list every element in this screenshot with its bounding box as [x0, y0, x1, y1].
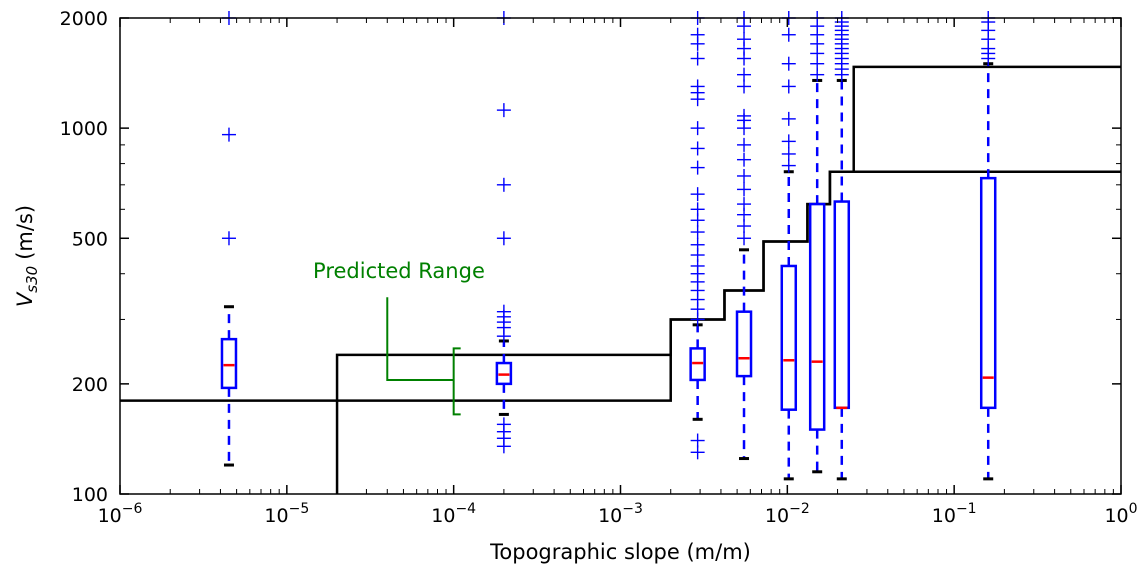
predicted-range-leader: [386, 297, 454, 381]
flier-point: [737, 182, 752, 197]
flier-point: [496, 231, 511, 246]
step-lines: [120, 65, 1121, 494]
y-axis-label-unit: (m/s): [13, 205, 37, 260]
y-tick-label: 1000: [60, 118, 108, 140]
flier-point: [737, 168, 752, 183]
flier-point: [737, 231, 752, 246]
box-6: [808, 11, 826, 474]
box-8: [979, 11, 997, 481]
box-3: [689, 11, 706, 460]
y-tick-label: 100: [72, 484, 108, 506]
y-axis-label-subscript: s30: [23, 266, 41, 293]
flier-point: [690, 27, 705, 42]
flier-point: [781, 79, 796, 94]
box-iqr: [220, 337, 238, 390]
flier-point: [496, 304, 511, 319]
x-tick-label: 10−4: [431, 501, 476, 527]
y-axis-label: Vs30 (m/s): [13, 205, 41, 307]
flier-point: [781, 134, 796, 149]
x-tick-label: 10−5: [264, 501, 309, 527]
flier-point: [496, 177, 511, 192]
x-tick-label: 10−1: [932, 501, 977, 527]
flier-point: [781, 111, 796, 126]
flier-point: [690, 202, 705, 217]
x-tick-label: 100: [1104, 501, 1137, 527]
y-axis-label-symbol: V: [13, 291, 37, 307]
flier-point: [690, 237, 705, 252]
box-iqr: [808, 202, 826, 431]
axes-layer: 10−6 10−5 10−4 10−3 10−2 10−1 100 100 200 500 1000…: [60, 8, 1138, 527]
box-2: [495, 11, 513, 454]
flier-point: [737, 108, 752, 123]
box-iqr: [780, 264, 798, 411]
y-tick-label: 500: [72, 228, 108, 250]
y-tick-label: 200: [72, 374, 108, 396]
flier-point: [496, 103, 511, 118]
flier-point: [737, 152, 752, 167]
flier-point: [690, 445, 705, 460]
flier-point: [690, 187, 705, 202]
flier-point: [737, 197, 752, 212]
x-tick-label: 10−6: [98, 501, 143, 527]
x-tick-label: 10−2: [765, 501, 810, 527]
flier-point: [690, 433, 705, 448]
predicted-range-label: Predicted Range: [313, 259, 485, 283]
plot-frame: [119, 17, 1122, 495]
flier-point: [737, 32, 752, 47]
x-axis-label: Topographic slope (m/m): [489, 540, 751, 564]
flier-point: [690, 121, 705, 136]
flier-point: [781, 56, 796, 71]
box-5: [780, 11, 798, 481]
flier-point: [690, 225, 705, 240]
boxes-layer: [220, 11, 997, 481]
flier-point: [737, 137, 752, 152]
box-iqr: [735, 310, 753, 378]
predicted-range-bracket: [452, 347, 461, 416]
flier-point: [690, 141, 705, 156]
box-1: [220, 11, 238, 467]
box-4: [735, 11, 753, 461]
flier-point: [690, 79, 705, 94]
flier-point: [221, 127, 236, 142]
y-tick-label: 2000: [60, 8, 108, 30]
box-7: [833, 11, 851, 481]
flier-point: [221, 231, 236, 246]
flier-point: [737, 67, 752, 82]
annotation-layer: Predicted Range: [313, 259, 485, 416]
flier-point: [781, 27, 796, 42]
lower-step-line: [120, 170, 1121, 402]
box-iqr: [833, 200, 851, 410]
flier-point: [690, 160, 705, 175]
flier-point: [737, 79, 752, 94]
upper-step-line: [335, 65, 1121, 494]
x-tick-label: 10−3: [598, 501, 643, 527]
flier-point: [496, 417, 511, 432]
flier-point: [690, 51, 705, 66]
box-iqr: [979, 176, 997, 410]
flier-point: [781, 146, 796, 161]
